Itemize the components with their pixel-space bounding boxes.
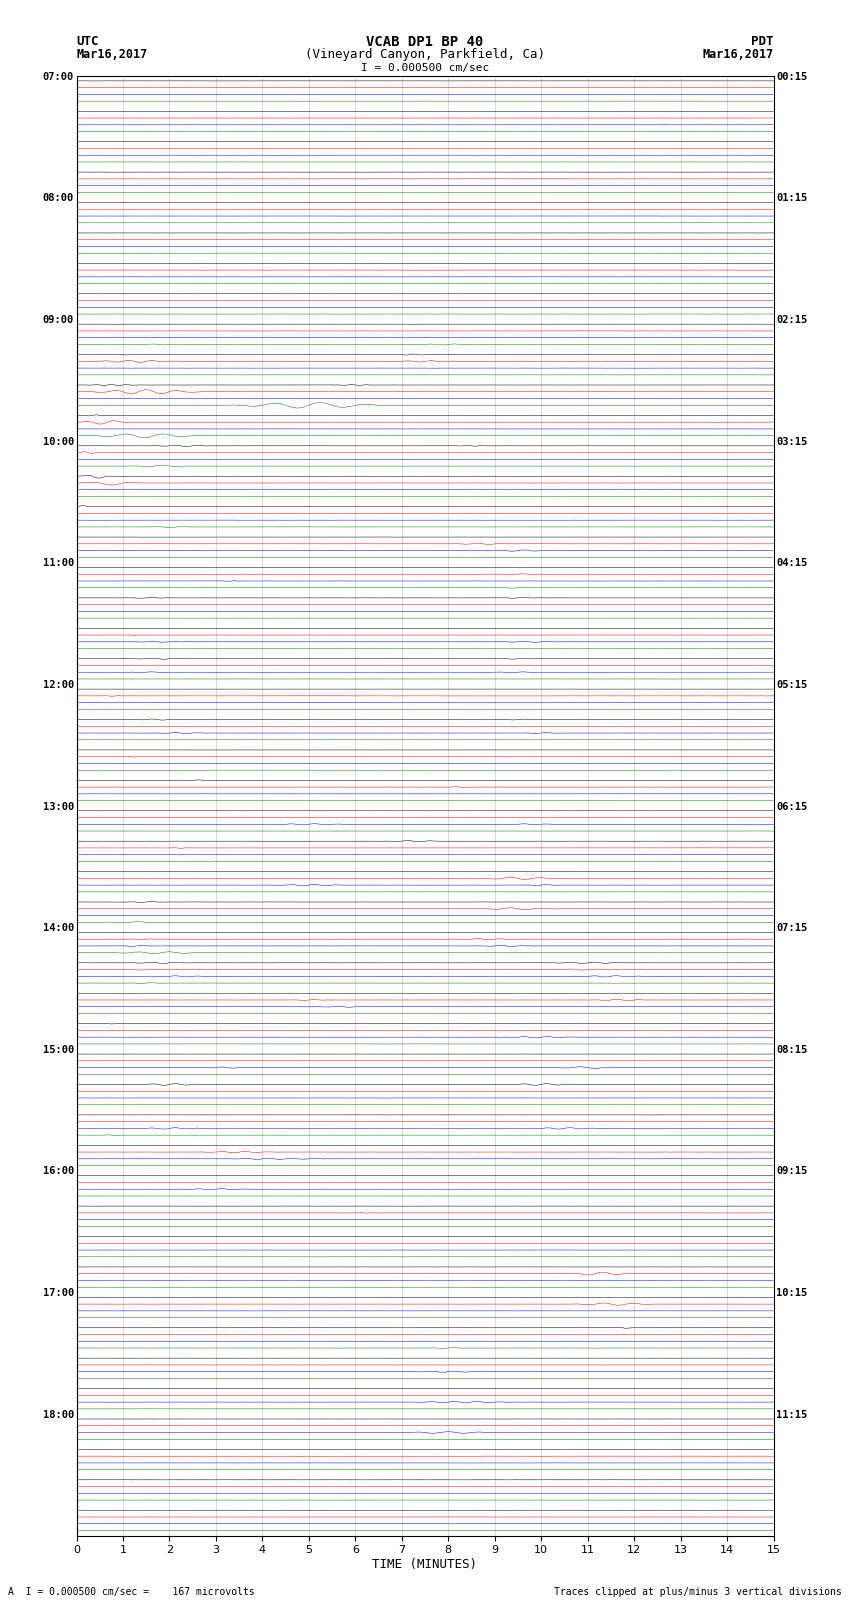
Text: 18:00: 18:00: [42, 1410, 74, 1419]
Text: 02:15: 02:15: [776, 315, 808, 324]
Text: 04:15: 04:15: [776, 558, 808, 568]
Text: 15:00: 15:00: [42, 1045, 74, 1055]
Text: PDT: PDT: [751, 35, 774, 48]
Text: 11:00: 11:00: [42, 558, 74, 568]
Text: 00:15: 00:15: [776, 71, 808, 82]
Text: 14:00: 14:00: [42, 923, 74, 934]
Text: 09:00: 09:00: [42, 315, 74, 324]
Text: 13:00: 13:00: [42, 802, 74, 811]
Text: 17:00: 17:00: [42, 1289, 74, 1298]
Text: 07:00: 07:00: [42, 71, 74, 82]
Text: 01:15: 01:15: [776, 194, 808, 203]
Text: 08:15: 08:15: [776, 1045, 808, 1055]
Text: 05:15: 05:15: [776, 681, 808, 690]
Text: Mar16,2017: Mar16,2017: [76, 48, 148, 61]
Text: 08:00: 08:00: [42, 194, 74, 203]
Text: 09:15: 09:15: [776, 1166, 808, 1176]
Text: UTC: UTC: [76, 35, 99, 48]
Text: 07:15: 07:15: [776, 923, 808, 934]
Text: 11:15: 11:15: [776, 1410, 808, 1419]
Text: 16:00: 16:00: [42, 1166, 74, 1176]
Text: 10:15: 10:15: [776, 1289, 808, 1298]
Text: VCAB DP1 BP 40: VCAB DP1 BP 40: [366, 35, 484, 50]
Text: 06:15: 06:15: [776, 802, 808, 811]
Text: 03:15: 03:15: [776, 437, 808, 447]
Text: Mar16,2017: Mar16,2017: [702, 48, 774, 61]
Text: I = 0.000500 cm/sec: I = 0.000500 cm/sec: [361, 63, 489, 73]
Text: A  I = 0.000500 cm/sec =    167 microvolts: A I = 0.000500 cm/sec = 167 microvolts: [8, 1587, 255, 1597]
Text: 12:00: 12:00: [42, 681, 74, 690]
Text: Traces clipped at plus/minus 3 vertical divisions: Traces clipped at plus/minus 3 vertical …: [553, 1587, 842, 1597]
Text: 10:00: 10:00: [42, 437, 74, 447]
X-axis label: TIME (MINUTES): TIME (MINUTES): [372, 1558, 478, 1571]
Text: (Vineyard Canyon, Parkfield, Ca): (Vineyard Canyon, Parkfield, Ca): [305, 48, 545, 61]
